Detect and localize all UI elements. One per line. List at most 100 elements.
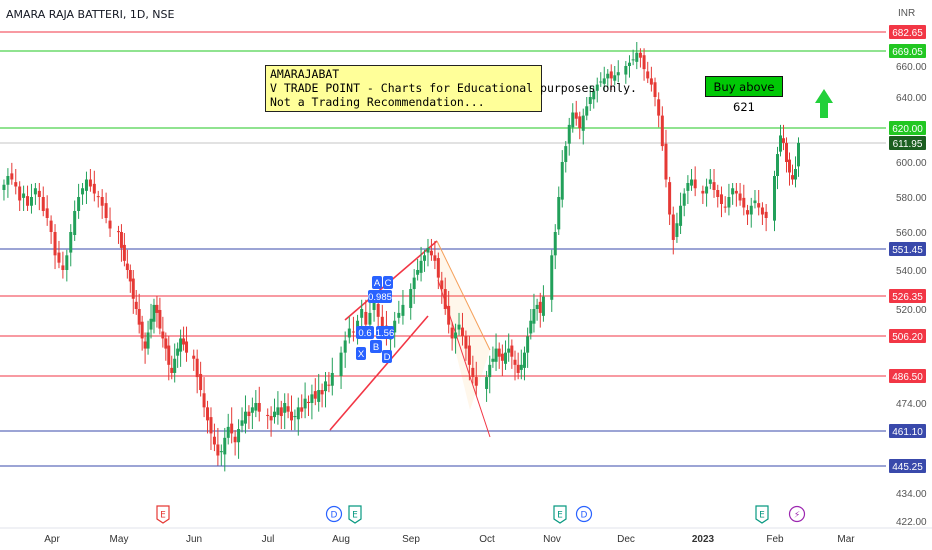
candle-body: [128, 270, 132, 282]
candle-body: [419, 260, 423, 273]
candle-body: [41, 197, 45, 211]
candle-body: [368, 312, 372, 325]
candle-body: [10, 173, 14, 180]
candle-body: [53, 232, 57, 256]
pattern-label-b-bg: [370, 340, 382, 353]
price-level-value: 526.35: [892, 292, 923, 303]
candle-body: [429, 250, 433, 256]
candle-body: [324, 381, 327, 392]
candle-body: [557, 197, 561, 230]
candle-body: [343, 340, 347, 353]
candle-body: [433, 255, 437, 261]
pattern-label-c-bg: [383, 276, 393, 289]
earnings-marker: [348, 505, 362, 524]
candle-body: [164, 338, 168, 349]
candle-body: [581, 115, 585, 131]
pattern-ratio-bd-bg: [376, 326, 394, 339]
currency-label: INR: [898, 8, 915, 19]
candle-body: [49, 220, 53, 232]
candle-body: [491, 358, 495, 362]
candle-body: [631, 59, 635, 61]
event-marker-label: E: [352, 511, 358, 521]
y-tick-label: 422.00: [896, 517, 927, 528]
educational-note: AMARAJABAT V TRADE POINT - Charts for Ed…: [265, 65, 637, 112]
price-level-tag: [889, 459, 926, 473]
candle-body: [73, 211, 77, 235]
rising-channel-lower: [329, 315, 429, 431]
candle-body: [170, 367, 174, 373]
candle-body: [642, 55, 646, 70]
candle-body: [409, 289, 413, 308]
candle-body: [574, 112, 578, 119]
price-level-tag: [889, 289, 926, 303]
candle-body: [146, 332, 150, 349]
candle-body: [513, 359, 517, 365]
candle-body: [436, 258, 440, 278]
candle-body: [351, 331, 355, 333]
candle-body: [668, 182, 672, 215]
pattern-ratio-ac: 0.985: [368, 292, 392, 303]
candle-body: [131, 278, 135, 299]
x-tick-label: 2023: [692, 534, 715, 545]
candle-body: [494, 348, 498, 362]
pattern-ratio-ac-bg: [368, 290, 392, 303]
candle-body: [690, 179, 694, 186]
candle-body: [286, 406, 290, 412]
candle-body: [646, 71, 650, 79]
x-tick-label: Oct: [479, 534, 495, 545]
earnings-marker: [553, 505, 567, 524]
candle-body: [100, 197, 104, 206]
candle-body: [519, 364, 523, 370]
candle-body: [779, 135, 782, 152]
candle-body: [69, 232, 73, 253]
candle-body: [2, 184, 6, 190]
candle-body: [209, 417, 213, 434]
candle-body: [609, 71, 613, 79]
candle-body: [195, 358, 199, 378]
candle-body: [679, 205, 683, 226]
pattern-ratio-xb-bg: [356, 326, 374, 339]
event-marker-label: ⚡: [794, 511, 800, 521]
candle-body: [397, 312, 401, 318]
candle-body: [212, 436, 216, 445]
candle-body: [143, 341, 147, 349]
candle-body: [273, 411, 276, 418]
candle-body: [269, 416, 273, 421]
x-tick-label: Dec: [617, 534, 635, 545]
candle-body: [250, 407, 254, 413]
candle-body: [723, 206, 727, 208]
candle-body: [279, 407, 283, 417]
candle-body: [791, 175, 794, 180]
candle-body: [567, 124, 571, 144]
dividend-marker: [575, 505, 593, 523]
falling-channel-fill: [437, 241, 490, 410]
price-level-tag: [889, 242, 926, 256]
pattern-label-d-bg: [382, 350, 392, 363]
price-level-value: 611.95: [893, 139, 923, 150]
pattern-label-b: B: [373, 342, 379, 353]
candle-body: [426, 247, 430, 253]
earnings-marker: [755, 505, 769, 524]
price-axis[interactable]: INR 422.00 434.00 474.00 520.00 540.00 560.00 5…: [889, 8, 927, 528]
candle-body: [773, 176, 776, 221]
candle-body: [18, 186, 22, 201]
pattern-ratio-xb: 0.6: [358, 328, 371, 339]
time-axis[interactable]: Apr May Jun Jul Aug Sep Oct Nov Dec 2023 Feb Mar: [0, 527, 932, 545]
split-marker: [788, 505, 806, 523]
candle-body: [65, 255, 69, 270]
chart-title: AMARA RAJA BATTERI, 1D, NSE: [6, 8, 175, 21]
candle-body: [96, 196, 100, 198]
event-marker-label: D: [331, 511, 338, 521]
candle-body: [125, 263, 129, 270]
candle-body: [92, 183, 96, 194]
price-level-value: 669.05: [892, 47, 923, 58]
candle-body: [119, 232, 123, 248]
price-level-tag: [889, 44, 926, 58]
candle-body: [29, 197, 33, 206]
candle-body: [782, 138, 785, 143]
candle-body: [541, 296, 545, 316]
buy-label: Buy above 621: [705, 76, 783, 114]
candle-body: [173, 358, 177, 373]
candle-body: [152, 304, 156, 322]
